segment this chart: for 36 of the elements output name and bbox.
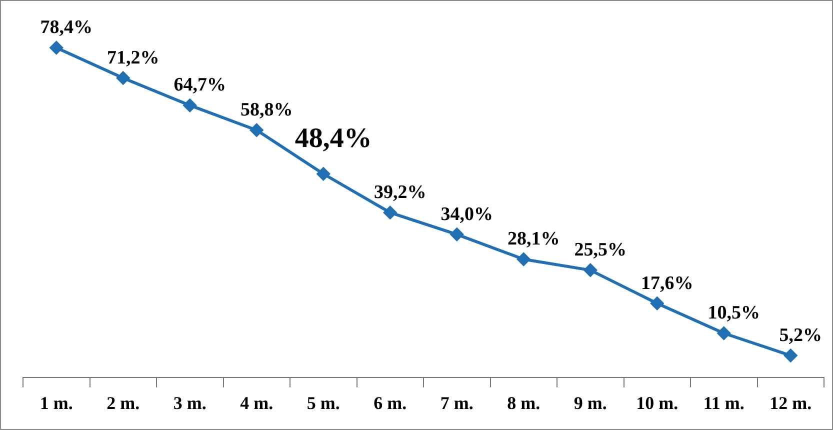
x-tick-label: 7 m. [440, 392, 474, 413]
x-tick-label: 9 m. [574, 392, 607, 413]
point [517, 252, 530, 266]
point [584, 264, 597, 277]
x-tick-label: 5 m. [306, 392, 340, 413]
x-tick-label: 11 m. [703, 392, 744, 413]
data-label: 28,1% [508, 228, 560, 250]
point [183, 98, 196, 112]
data-label: 48,4% [294, 123, 372, 154]
point [650, 296, 664, 310]
point [450, 228, 464, 241]
point [784, 349, 798, 362]
point [717, 326, 730, 340]
x-tick-label: 4 m. [240, 392, 274, 413]
x-tick-label: 8 m. [507, 392, 540, 413]
point [250, 124, 264, 137]
data-label: 58,8% [240, 100, 293, 121]
data-label: 71,2% [107, 47, 160, 68]
point [116, 72, 130, 85]
data-label: 17,6% [641, 272, 694, 294]
x-tick-label: 2 m. [106, 392, 140, 413]
x-tick-label: 12 m. [770, 392, 812, 413]
data-label: 78,4% [40, 17, 92, 38]
x-tick-label: 6 m. [374, 392, 407, 413]
data-label: 34,0% [440, 204, 493, 225]
data-label: 64,7% [174, 74, 226, 96]
point [50, 41, 63, 54]
data-label: 25,5% [574, 240, 626, 261]
data-label: 10,5% [708, 302, 760, 324]
point [384, 206, 397, 220]
point [316, 167, 330, 180]
data-label: 39,2% [374, 182, 426, 203]
x-tick-label: 10 m. [636, 392, 678, 413]
data-label: 5,2% [779, 324, 822, 346]
x-tick-label: 3 m. [173, 392, 206, 413]
x-tick-label: 1 m. [40, 392, 73, 413]
